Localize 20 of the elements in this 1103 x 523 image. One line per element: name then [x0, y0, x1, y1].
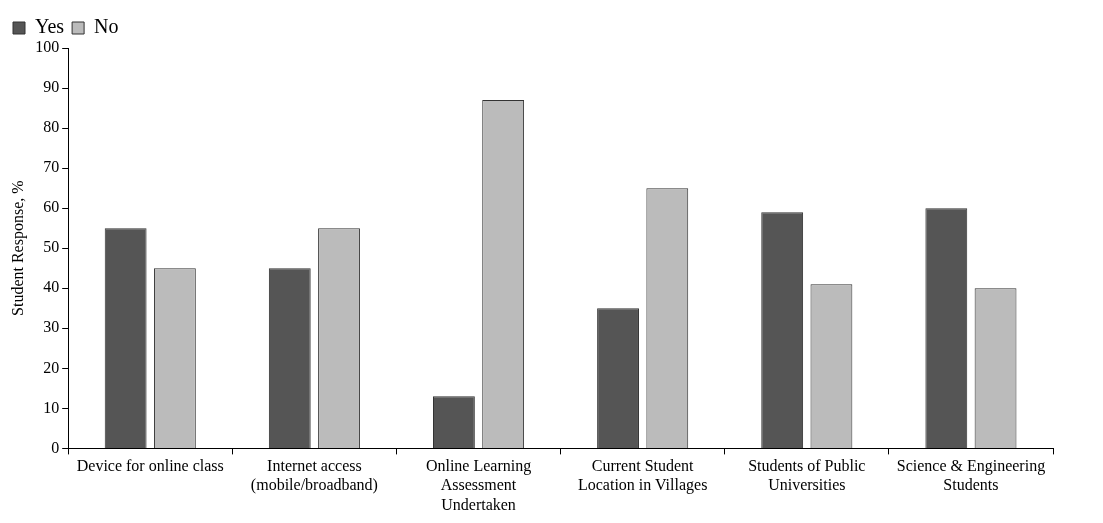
x-tick-label: Students of Public Universities [748, 457, 866, 494]
legend-label: Yes [35, 15, 65, 38]
y-tick-label: 60 [43, 198, 60, 216]
y-tick-label: 50 [43, 238, 60, 256]
y-axis-title: Student Response, % [8, 180, 27, 316]
x-tick-label: Internet access (mobile/broadband) [250, 457, 378, 495]
x-tick-label: Device for online class [76, 457, 224, 475]
y-tick-label: 80 [43, 118, 60, 136]
y-tick-label: 90 [43, 78, 60, 96]
y-tick-label: 100 [35, 38, 60, 56]
x-tick-label: Current Student Location in Villages [577, 457, 708, 495]
y-tick-label: 30 [43, 318, 60, 336]
y-tick-label: 20 [43, 358, 60, 376]
y-tick-label: 40 [43, 278, 60, 296]
y-tick-label: 0 [51, 438, 60, 456]
x-tick-label: Online Learning Assessment Undertaken [425, 457, 532, 513]
y-tick-label: 10 [43, 398, 60, 416]
y-tick-label: 70 [43, 158, 60, 176]
legend-label: No [94, 15, 119, 38]
x-tick-label: Science & Engineering Students [896, 457, 1046, 494]
